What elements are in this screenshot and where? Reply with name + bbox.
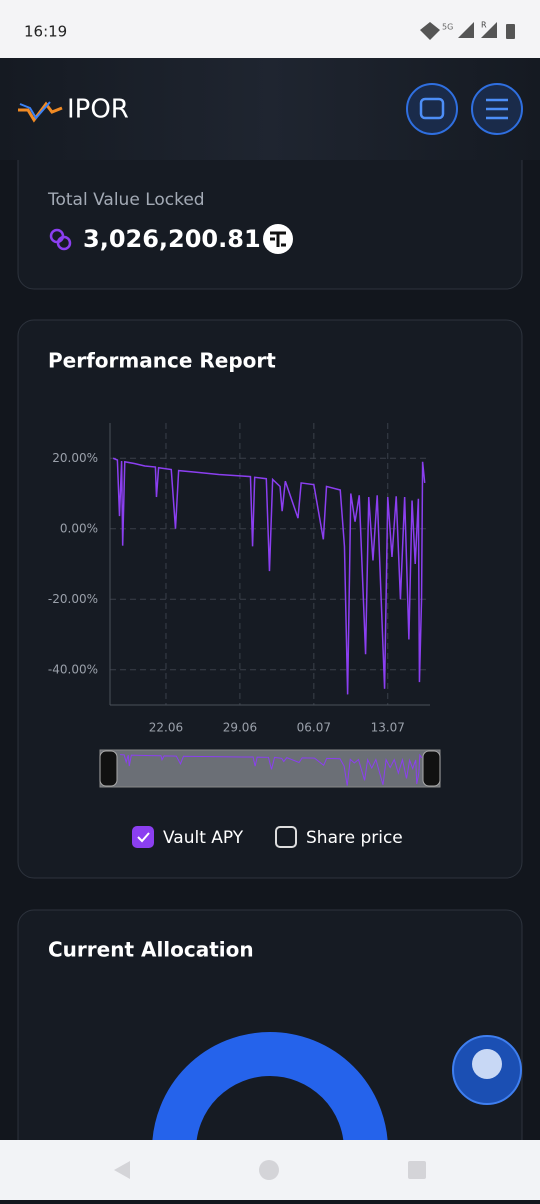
- card-title: Current Allocation: [48, 938, 254, 962]
- wallet-button[interactable]: [406, 83, 458, 135]
- tvl-value: 3,026,200.81: [83, 225, 261, 253]
- x-tick-label: 29.06: [223, 721, 257, 735]
- home-button[interactable]: [259, 1160, 279, 1180]
- y-tick-label: -20.00%: [48, 592, 98, 606]
- y-tick-label: 20.00%: [52, 451, 98, 465]
- assistant-avatar: [472, 1049, 502, 1079]
- signal-icon: [481, 22, 497, 38]
- toggle-label: Vault APY: [163, 828, 244, 848]
- token-glyph: [270, 231, 286, 247]
- logo: [19, 101, 51, 120]
- toggle-label: Share price: [306, 828, 403, 848]
- x-tick-label: 22.06: [149, 721, 183, 735]
- back-button[interactable]: [114, 1161, 130, 1179]
- navigator-handle[interactable]: [422, 750, 441, 787]
- series-line: [112, 457, 426, 695]
- navigator-handle[interactable]: [99, 750, 118, 787]
- card-title: Performance Report: [48, 349, 276, 373]
- y-tick-label: 0.00%: [60, 521, 98, 535]
- menu-icon: [486, 98, 508, 120]
- checkbox[interactable]: [132, 826, 154, 848]
- wallet-icon: [419, 97, 445, 120]
- brand: IPOR: [67, 95, 129, 125]
- x-tick-label: 06.07: [297, 721, 331, 735]
- y-tick-label: -40.00%: [48, 662, 98, 676]
- tvl-label: Total Value Locked: [47, 190, 205, 210]
- chart: 20.00% 0.00% -20.00% -40.00% 22.06 29.06 06.07…: [48, 423, 441, 848]
- recents-button[interactable]: [408, 1161, 426, 1179]
- coin-icon: [56, 235, 72, 251]
- check-mark: [137, 832, 150, 843]
- roaming: R: [481, 21, 487, 30]
- status-bar: [0, 0, 540, 58]
- x-tick-label: 13.07: [371, 721, 405, 735]
- tvl-card: [17, 160, 523, 290]
- signal-icon: [458, 22, 474, 38]
- checkbox[interactable]: [275, 826, 297, 848]
- allocation-card: [17, 909, 523, 1140]
- wifi-icon: [420, 22, 440, 40]
- network: 5G: [442, 23, 453, 32]
- navigator-line: [120, 753, 423, 786]
- clock: 16:19: [24, 23, 67, 41]
- battery-icon: [506, 24, 515, 39]
- allocation-donut: [152, 1032, 388, 1140]
